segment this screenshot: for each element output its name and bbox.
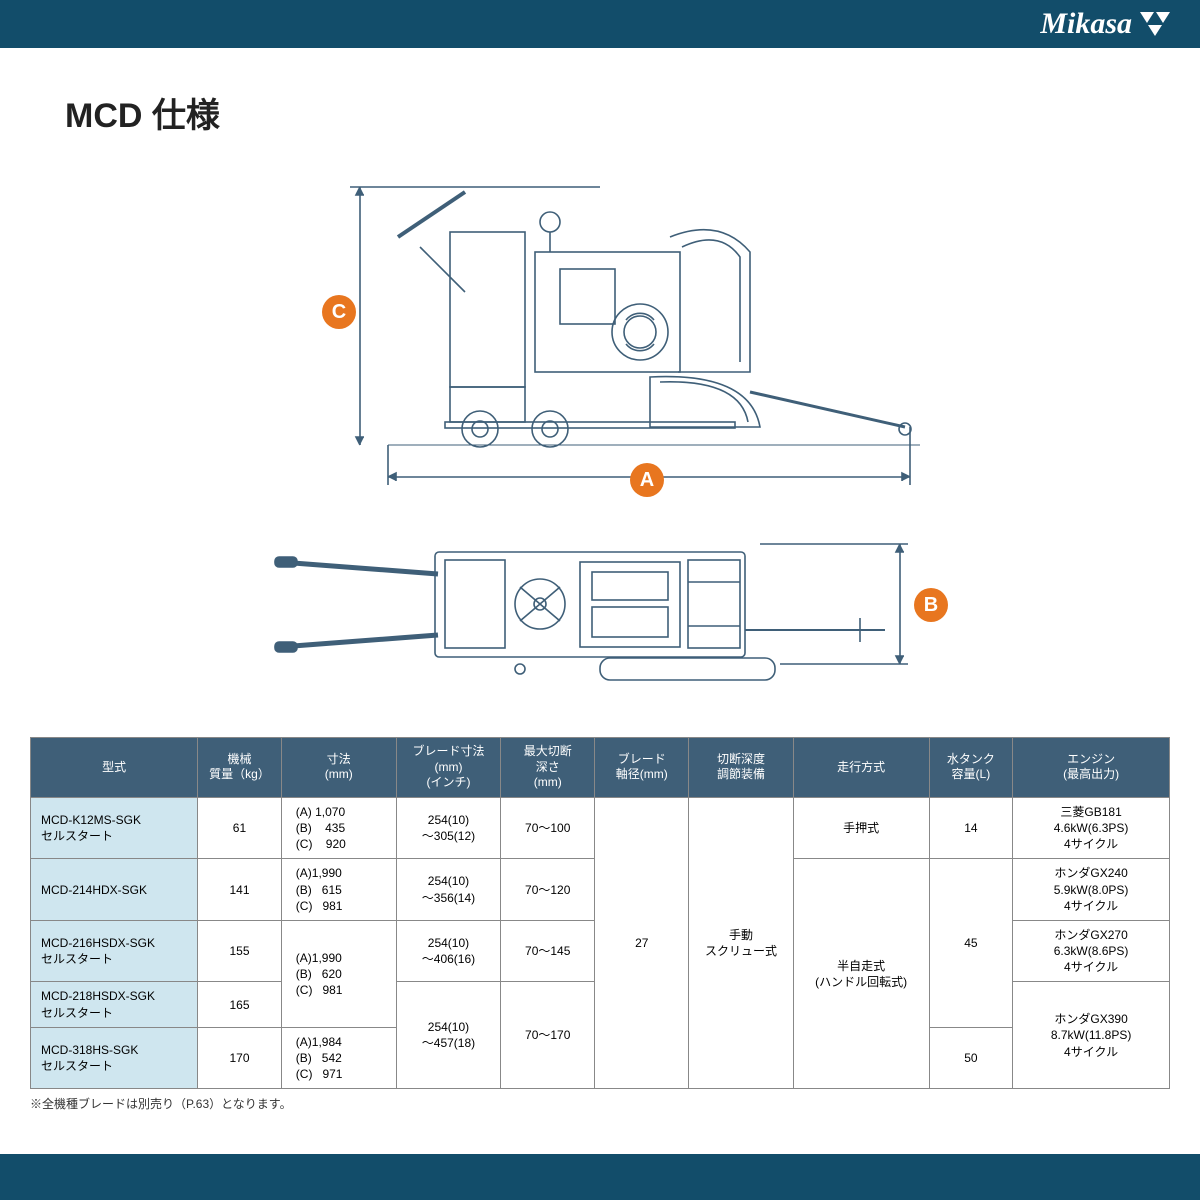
col-adjuster: 切断深度調節装備 xyxy=(689,738,793,798)
diagram-area: C A xyxy=(0,157,1200,717)
brand-name: Mikasa xyxy=(1040,7,1132,41)
col-dims: 寸法(mm) xyxy=(281,738,396,798)
page-title: MCD 仕様 xyxy=(0,48,1200,157)
col-tank: 水タンク容量(L) xyxy=(929,738,1013,798)
diagram-side-view: C A xyxy=(250,177,950,502)
footer-band xyxy=(0,1154,1200,1200)
dim-label-b: B xyxy=(914,588,948,622)
table-row: MCD-K12MS-SGKセルスタート 61 (A) 1,070(B) 435(… xyxy=(31,797,1170,859)
col-model: 型式 xyxy=(31,738,198,798)
brand-logo: Mikasa xyxy=(1040,7,1170,41)
col-depth: 最大切断深さ(mm) xyxy=(501,738,595,798)
diagram-top-view: B xyxy=(220,522,980,697)
brand-mark-icon xyxy=(1140,12,1170,36)
col-mass: 機械質量（kg） xyxy=(198,738,282,798)
dim-label-a: A xyxy=(630,463,664,497)
header-band: Mikasa xyxy=(0,0,1200,48)
col-shaft: ブレード軸径(mm) xyxy=(595,738,689,798)
spec-table: 型式 機械質量（kg） 寸法(mm) ブレード寸法(mm)(インチ) 最大切断深… xyxy=(30,737,1170,1089)
footnote: ※全機種ブレードは別売り（P.63）となります。 xyxy=(30,1095,1200,1112)
col-blade: ブレード寸法(mm)(インチ) xyxy=(396,738,500,798)
col-travel: 走行方式 xyxy=(793,738,929,798)
col-engine: エンジン(最高出力) xyxy=(1013,738,1170,798)
dim-label-c: C xyxy=(322,295,356,329)
